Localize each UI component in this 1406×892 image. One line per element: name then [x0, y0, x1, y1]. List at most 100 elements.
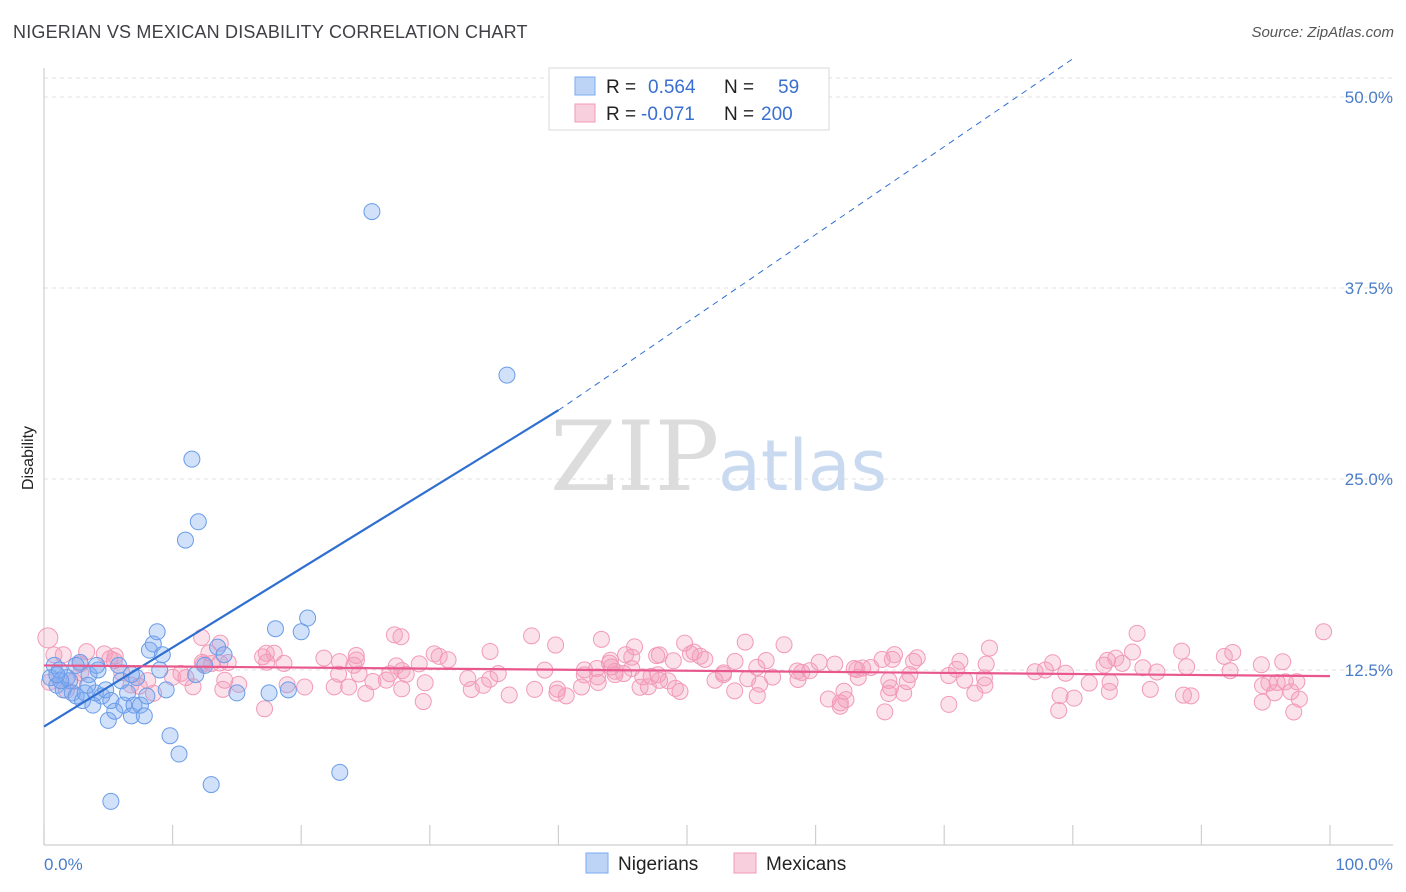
bottom-legend: Nigerians Mexicans	[585, 852, 846, 875]
nigerian-point-26	[125, 696, 143, 714]
mexican-point-115	[876, 703, 894, 721]
mexican-point-120	[1252, 656, 1270, 674]
mexican-point-158	[880, 671, 898, 689]
mexican-point-154	[748, 658, 766, 676]
mexican-point-18	[385, 626, 403, 644]
mexican-point-189	[908, 649, 926, 667]
mexican-point-79	[350, 665, 368, 683]
bottom-legend-mexicans: Mexicans	[766, 854, 846, 875]
mexican-point-32	[1050, 701, 1068, 719]
mexican-point-198	[981, 639, 999, 657]
mexican-point-63	[1173, 642, 1191, 660]
mexican-point-95	[1178, 658, 1196, 676]
mexican-point-85	[1123, 643, 1141, 661]
mexican-point-64	[1065, 689, 1083, 707]
nigerian-trend-line	[43, 409, 559, 728]
bottom-legend-nigerians: Nigerians	[618, 854, 698, 875]
nigerian-point-19	[102, 692, 120, 710]
mexican-point-170	[1134, 659, 1152, 677]
x-tick-label-max: 100.0%	[1335, 855, 1393, 874]
nigerian-point-51	[187, 666, 205, 684]
legend-n-label-2: N =	[724, 104, 754, 125]
mexican-point-140	[357, 684, 375, 702]
mexican-point-199	[589, 674, 607, 692]
mexican-points	[37, 623, 1333, 721]
mexican-point-194	[649, 666, 667, 684]
mexican-point-147	[1044, 654, 1062, 672]
nigerian-points	[41, 203, 516, 810]
mexican-point-201	[1315, 623, 1333, 641]
mexican-point-77	[1080, 674, 1098, 692]
mexican-point-21	[315, 649, 333, 667]
mexican-point-155	[414, 693, 432, 711]
mexican-point-66	[393, 680, 411, 698]
nigerian-point-34	[151, 661, 169, 679]
nigerian-point-30	[138, 687, 156, 705]
nigerian-point-42	[196, 656, 214, 674]
mexican-point-202	[1128, 624, 1146, 642]
legend-n-label-1: N =	[724, 77, 754, 98]
chart-source: Source: ZipAtlas.com	[1251, 24, 1394, 41]
watermark-zip: ZIP	[550, 401, 719, 513]
mexican-point-181	[397, 665, 415, 683]
y-tick-labels: 12.5% 25.0% 37.5% 50.0%	[1345, 88, 1393, 680]
mexican-point-161	[589, 668, 607, 686]
mexican-point-197	[216, 671, 234, 689]
axes	[43, 68, 1393, 846]
mexican-point-117	[330, 665, 348, 683]
mexican-point-135	[474, 676, 492, 694]
mexican-point-193	[572, 678, 590, 696]
mexican-point-121	[940, 695, 958, 713]
y-tick-label-1: 25.0%	[1345, 470, 1393, 489]
mexican-point-185	[387, 657, 405, 675]
nigerian-point-28	[131, 696, 149, 714]
mexican-point-192	[696, 650, 714, 668]
nigerian-point-40	[183, 450, 201, 468]
nigerian-point-50	[299, 609, 317, 627]
nigerian-point-47	[260, 684, 278, 702]
mexican-point-75	[1175, 686, 1193, 704]
mexican-point-129	[757, 652, 775, 670]
mexican-point-70	[751, 675, 769, 693]
nigerian-point-61	[498, 366, 516, 384]
mexican-point-191	[325, 678, 343, 696]
mexican-point-37	[139, 672, 157, 690]
mexican-point-151	[976, 676, 994, 694]
mexican-point-146	[1288, 673, 1306, 691]
mexican-point-143	[775, 636, 793, 654]
mexican-point-200	[37, 627, 59, 649]
mexican-point-159	[1282, 683, 1300, 701]
bottom-legend-swatch-mexicans	[733, 852, 757, 874]
mexican-trend-line	[43, 664, 1331, 678]
mexican-point-152	[895, 684, 913, 702]
mexican-point-187	[650, 646, 668, 664]
mexican-point-83	[592, 630, 610, 648]
mexican-point-27	[883, 650, 901, 668]
mexican-point-52	[275, 654, 293, 672]
watermark: ZIP atlas	[550, 401, 887, 513]
legend-n-value-1: 59	[778, 77, 799, 98]
legend-r-value-2: -0.071	[641, 104, 695, 125]
mexican-point-162	[691, 647, 709, 665]
y-tick-label-0: 12.5%	[1345, 661, 1393, 680]
legend-swatch-nigerian	[574, 76, 596, 96]
nigerian-point-20	[106, 702, 124, 720]
nigerian-point-33	[148, 623, 166, 641]
mexican-point-44	[736, 633, 754, 651]
mexican-point-171	[764, 668, 782, 686]
mexican-point-73	[523, 627, 541, 645]
mexican-point-177	[1285, 703, 1303, 721]
mexican-point-54	[1100, 682, 1118, 700]
mexican-point-142	[951, 652, 969, 670]
mexican-point-156	[548, 680, 566, 698]
mexican-point-139	[848, 661, 866, 679]
watermark-atlas: atlas	[718, 425, 887, 507]
mexican-point-112	[347, 646, 365, 664]
nigerian-point-38	[170, 745, 188, 763]
mexican-point-28	[256, 700, 274, 718]
nigerian-point-39	[176, 531, 194, 549]
mexican-point-100	[172, 664, 190, 682]
mexican-point-126	[1253, 693, 1271, 711]
mexican-point-150	[642, 667, 660, 685]
